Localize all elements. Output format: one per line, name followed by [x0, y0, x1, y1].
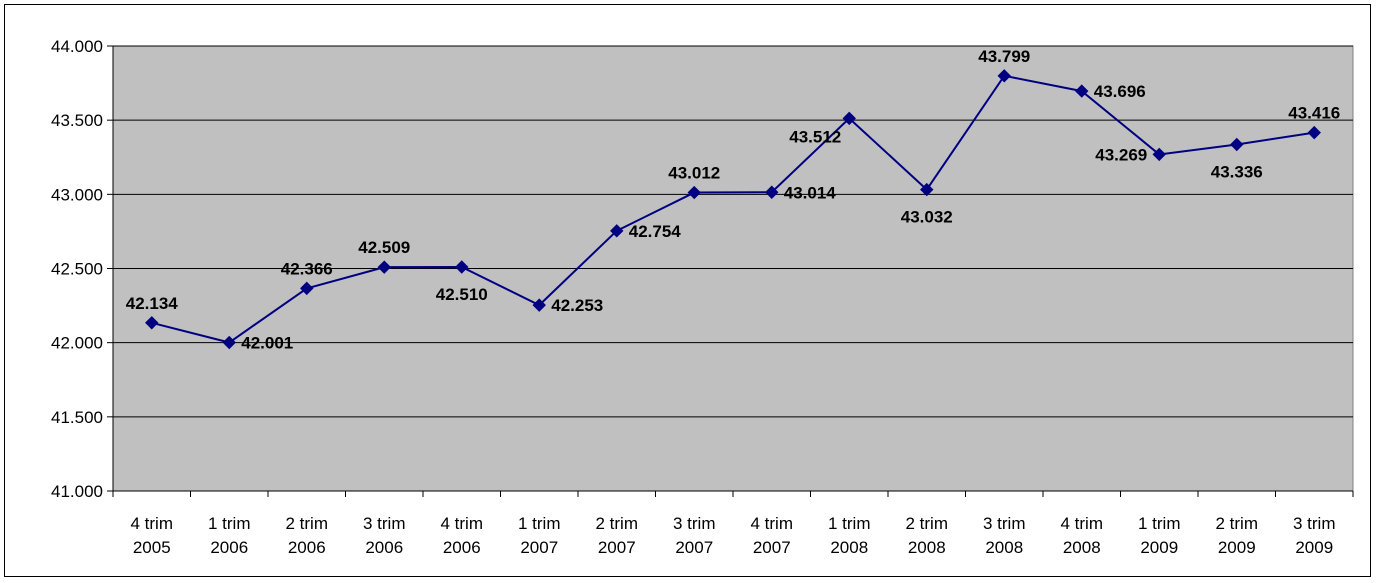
x-tick-label: 4 trim 2006: [441, 514, 484, 557]
y-tick-label: 44.000: [51, 37, 103, 56]
data-point: [687, 185, 701, 200]
data-point: [455, 260, 469, 274]
data-point: [610, 224, 624, 238]
data-label: 42.510: [436, 285, 488, 304]
chart-area: 41.000 41.500 42.000 42.500 43.000 43.500 44.0…: [4, 4, 1371, 577]
x-tick-label: 2 trim 2007: [596, 514, 639, 557]
x-tick-label: 2 trim 2009: [1216, 514, 1259, 557]
y-axis-tick-labels: 41.000 41.500 42.000 42.500 43.000 43.500 44.0…: [51, 37, 113, 501]
gridlines: [113, 45, 1353, 418]
data-label: 43.696: [1094, 82, 1146, 101]
x-tick-label: 2 trim 2008: [906, 514, 949, 557]
data-label: 42.754: [629, 222, 682, 241]
x-tick-label: 4 trim 2008: [1061, 514, 1104, 557]
data-point: [920, 182, 934, 197]
data-label: 42.509: [358, 238, 410, 257]
y-tick-label: 43.000: [51, 185, 103, 204]
y-tick-label: 41.000: [51, 482, 103, 501]
x-tick-label: 4 trim 2005: [131, 514, 174, 557]
x-tick-label: 3 trim 2009: [1293, 514, 1336, 557]
data-label: 43.014: [784, 183, 837, 202]
data-label: 43.012: [668, 164, 720, 183]
data-label: 43.416: [1288, 104, 1340, 123]
data-label: 43.799: [978, 47, 1030, 66]
data-point: [1230, 137, 1244, 152]
y-tick-label: 43.500: [51, 111, 103, 130]
series-layer: [145, 69, 1321, 350]
data-label: 43.269: [1095, 145, 1147, 164]
y-tick-label: 41.500: [51, 408, 103, 427]
data-point: [222, 335, 236, 350]
data-point: [1152, 147, 1166, 162]
data-point: [377, 260, 391, 274]
data-point: [1307, 125, 1321, 140]
data-point: [1075, 84, 1089, 98]
x-tick-label: 2 trim 2006: [286, 514, 329, 557]
line-chart: 41.000 41.500 42.000 42.500 43.000 43.500 44.0…: [51, 37, 1354, 557]
y-tick-label: 42.000: [51, 334, 103, 353]
x-axis-tick-labels: 4 trim 2005 1 trim 2006 2 trim 2006 3 trim 2006…: [112, 491, 1354, 557]
data-label: 43.032: [901, 208, 953, 227]
x-tick-label: 1 trim 2006: [208, 514, 251, 557]
y-tick-label: 42.500: [51, 260, 103, 279]
data-point: [765, 185, 779, 199]
x-tick-label: 1 trim 2008: [828, 514, 871, 557]
data-label: 42.366: [281, 259, 333, 278]
x-tick-label: 3 trim 2006: [363, 514, 406, 557]
data-point: [842, 111, 856, 126]
data-point: [300, 281, 314, 296]
data-label: 42.001: [241, 334, 293, 353]
x-tick-label: 1 trim 2009: [1138, 514, 1181, 557]
x-tick-label: 1 trim 2007: [518, 514, 561, 557]
data-point: [532, 298, 546, 312]
data-label: 42.134: [126, 294, 179, 313]
data-labels: 42.134 42.001 42.366 42.509 42.510 42.253 42.7…: [126, 47, 1341, 353]
x-tick-label: 3 trim 2008: [983, 514, 1026, 557]
x-tick-label: 4 trim 2007: [751, 514, 794, 557]
data-label: 43.512: [789, 127, 841, 146]
series-line: [151, 74, 1315, 344]
x-tick-label: 3 trim 2007: [673, 514, 716, 557]
data-label: 42.253: [551, 296, 603, 315]
data-label: 43.336: [1211, 162, 1263, 181]
data-point: [145, 316, 159, 330]
data-point: [997, 69, 1011, 83]
